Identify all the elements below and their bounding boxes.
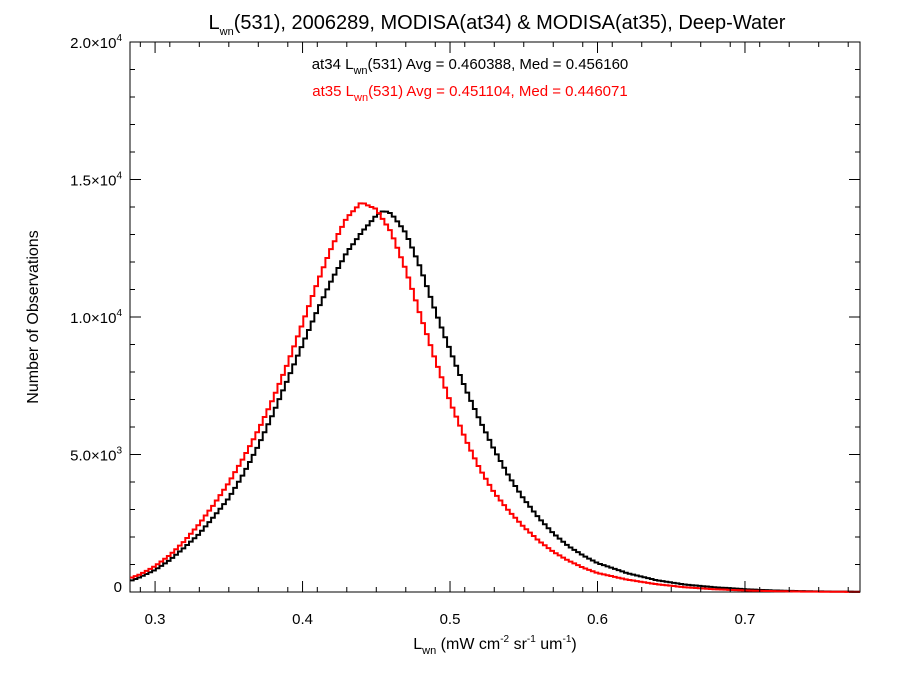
y-tick-mantissa: 0 [114, 579, 122, 596]
x-tick-label: 0.4 [292, 611, 313, 628]
plot-frame [129, 41, 861, 593]
series-layer [130, 202, 860, 593]
y-tick-exponent: 4 [116, 171, 122, 182]
x-tick-label: 0.5 [440, 611, 461, 628]
legend-at34-stats: (531) Avg = 0.460388, Med = 0.456160 [368, 56, 629, 73]
y-tick-exponent: 4 [116, 308, 122, 319]
y-tick-mantissa: 5.0×10 [70, 448, 116, 465]
x-axis-label: Lwn (mW cm-2 sr-1 um-1) [413, 634, 576, 657]
x-label-superscript-2: -1 [527, 634, 536, 645]
x-label-superscript-1: -2 [500, 634, 509, 645]
legend-entry-at34: at34 Lwn(531) Avg = 0.460388, Med = 0.45… [312, 56, 629, 77]
chart-title-main: L [209, 12, 220, 34]
x-axis-ticks: 0.3 0.4 0.5 0.6 0.7 [139, 42, 849, 628]
x-label-close: ) [571, 636, 576, 653]
chart-title: Lwn(531), 2006289, MODISA(at34) & MODISA… [209, 12, 786, 38]
x-tick-label: 0.3 [145, 611, 166, 628]
x-tick-label: 0.6 [587, 611, 608, 628]
legend-at34-label: at34 L [312, 56, 354, 73]
series-line-at35 [130, 202, 860, 593]
y-tick-mantissa: 2.0×10 [70, 35, 116, 52]
y-tick-label: 2.0×104 [70, 33, 122, 52]
y-tick-label: 1.5×104 [70, 171, 122, 190]
legend-at35-stats: (531) Avg = 0.451104, Med = 0.446071 [368, 83, 628, 100]
y-tick-mantissa: 1.0×10 [70, 310, 116, 327]
x-label-superscript-3: -1 [562, 634, 571, 645]
series-line-at34 [130, 210, 860, 593]
y-tick-label: 5.0×103 [70, 446, 122, 465]
legend-entry-at35: at35 Lwn(531) Avg = 0.451104, Med = 0.44… [312, 83, 627, 104]
chart-title-rest: (531), 2006289, MODISA(at34) & MODISA(at… [234, 12, 786, 34]
y-tick-label: 0 [114, 579, 122, 596]
y-axis-label: Number of Observations [25, 230, 42, 403]
legend-at34-subscript: wn [352, 65, 367, 77]
y-tick-label: 1.0×104 [70, 308, 122, 327]
x-label-subscript: wn [421, 645, 436, 657]
chart-title-subscript: wn [219, 26, 234, 38]
x-label-unit-part1: (mW cm [436, 636, 500, 653]
x-label-unit-part2: sr [509, 636, 527, 653]
legend-at35-label: at35 L [312, 83, 354, 100]
y-tick-exponent: 3 [116, 446, 122, 457]
legend-at35-subscript: wn [353, 92, 368, 104]
x-label-main: L [413, 636, 422, 653]
y-tick-mantissa: 1.5×10 [70, 173, 116, 190]
x-label-unit-part3: um [536, 636, 563, 653]
y-tick-exponent: 4 [116, 33, 122, 44]
x-tick-label: 0.7 [735, 611, 756, 628]
